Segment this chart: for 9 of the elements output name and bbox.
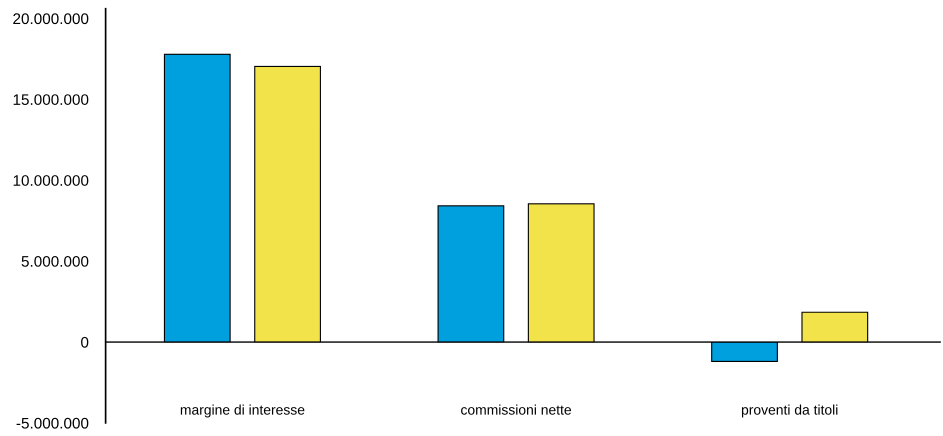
y-tick-label: 20.000.000 [13,13,88,24]
y-tick-label: 5.000.000 [22,256,88,267]
y-tick-label: 10.000.000 [14,175,88,186]
x-tick-label: proventi da titoli [742,404,838,418]
y-tick-label: -5.000.000 [16,418,88,429]
x-tick-label: margine di interesse [180,404,304,418]
y-tick-label: 15.000.000 [14,94,88,106]
x-tick-label: commissioni nette [461,404,572,415]
y-tick-label: 0 [81,336,88,348]
